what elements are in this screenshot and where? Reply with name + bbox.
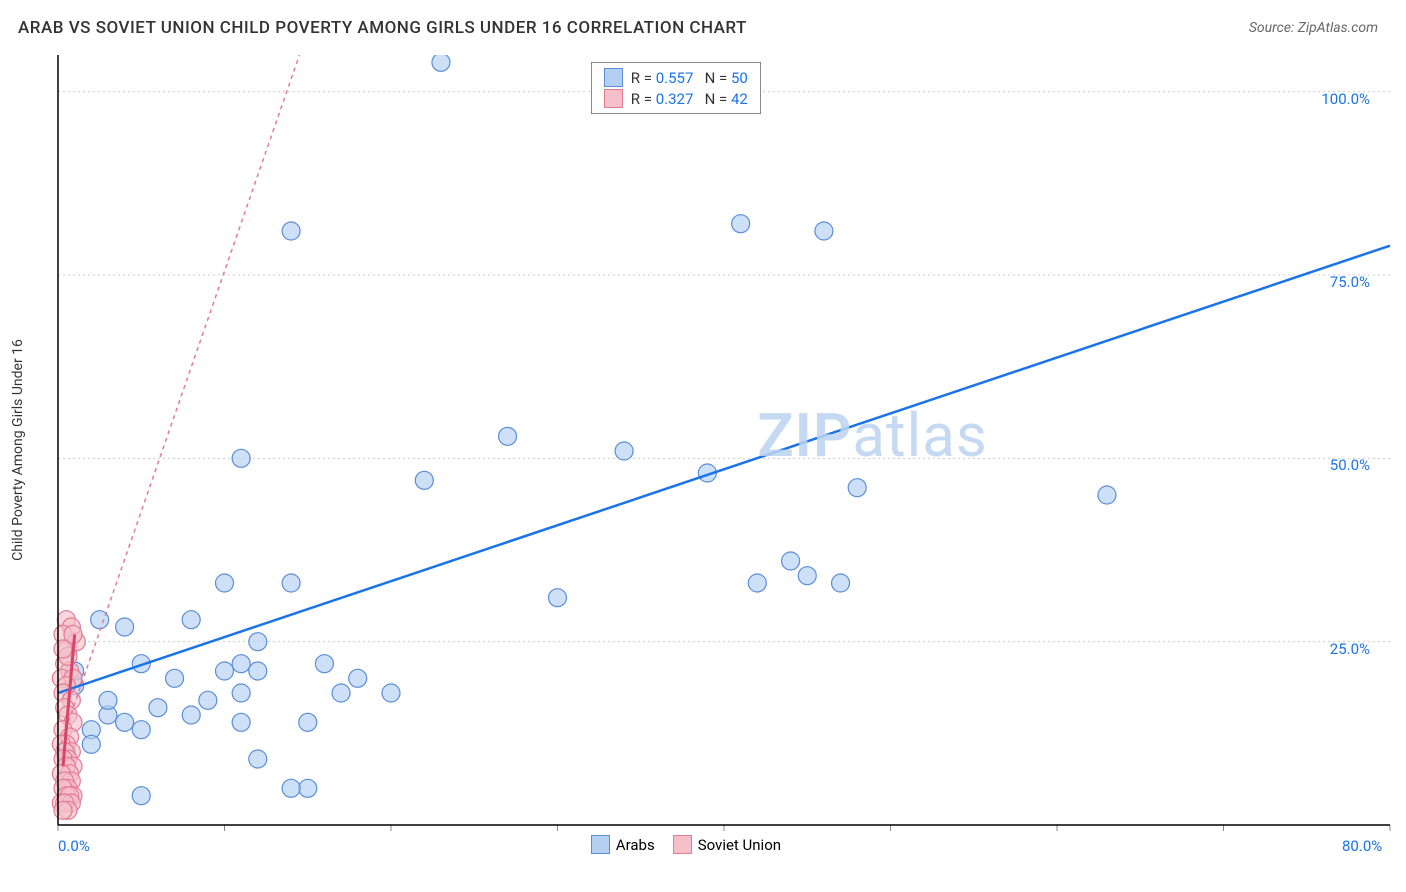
legend-stat-text: R = 0.327 N = 42	[631, 90, 748, 108]
scatter-plot	[50, 55, 1392, 855]
series-legend-label: Arabs	[616, 836, 655, 854]
series-legend-item: Soviet Union	[673, 835, 781, 854]
legend-stat-row: R = 0.327 N = 42	[604, 88, 748, 109]
series-legend-label: Soviet Union	[698, 836, 781, 854]
stats-legend: R = 0.557 N = 50 R = 0.327 N = 42	[591, 62, 761, 114]
y-tick-label: 50.0%	[1330, 456, 1370, 474]
y-tick-label: 100.0%	[1321, 90, 1370, 108]
series-legend: Arabs Soviet Union	[591, 835, 781, 854]
legend-stat-row: R = 0.557 N = 50	[604, 67, 748, 88]
chart-title: ARAB VS SOVIET UNION CHILD POVERTY AMONG…	[18, 18, 747, 38]
y-tick-label: 75.0%	[1330, 273, 1370, 291]
series-legend-item: Arabs	[591, 835, 655, 854]
legend-swatch	[604, 89, 623, 108]
y-tick-label: 25.0%	[1330, 640, 1370, 658]
chart-area: ZIPatlas R = 0.557 N = 50R = 0.327 N = 4…	[50, 55, 1390, 850]
legend-stat-text: R = 0.557 N = 50	[631, 69, 748, 87]
x-tick-label: 0.0%	[58, 837, 90, 855]
legend-swatch	[604, 68, 623, 87]
legend-swatch	[673, 835, 692, 854]
x-tick-label: 80.0%	[1342, 837, 1382, 855]
legend-swatch	[591, 835, 610, 854]
source-attribution: Source: ZipAtlas.com	[1249, 20, 1378, 36]
y-axis-label: Child Poverty Among Girls Under 16	[10, 339, 26, 561]
